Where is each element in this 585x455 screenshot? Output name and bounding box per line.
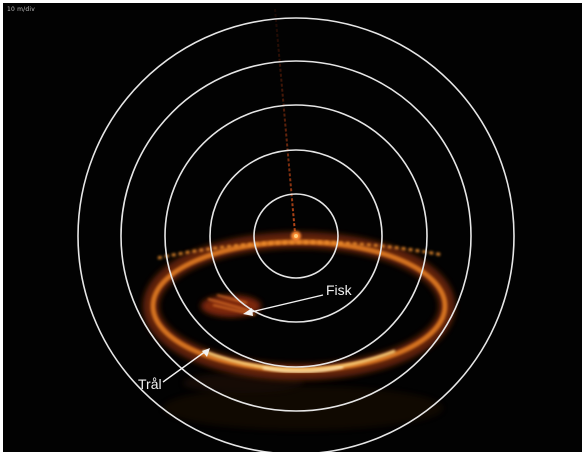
range-scale-label: 10 m/div [7, 6, 36, 13]
range-ring-1 [253, 193, 339, 279]
transducer-center [291, 231, 301, 241]
range-ring-3 [164, 104, 428, 368]
sonar-canvas [77, 8, 515, 452]
range-rings [77, 17, 515, 452]
trawl-pointer-arrow [162, 348, 210, 383]
range-ring-2 [209, 149, 383, 323]
fish-label: Fisk [326, 282, 352, 298]
range-ring-4 [120, 60, 472, 412]
sonar-noise [163, 373, 443, 430]
range-ring-5 [77, 17, 515, 452]
fish-pointer-arrow [243, 294, 324, 316]
sonar-display: 10 m/div Fisk Trål [3, 3, 582, 452]
trawl-echo [143, 232, 455, 380]
sonar-beam [274, 8, 296, 234]
trawl-label: Trål [138, 376, 162, 392]
